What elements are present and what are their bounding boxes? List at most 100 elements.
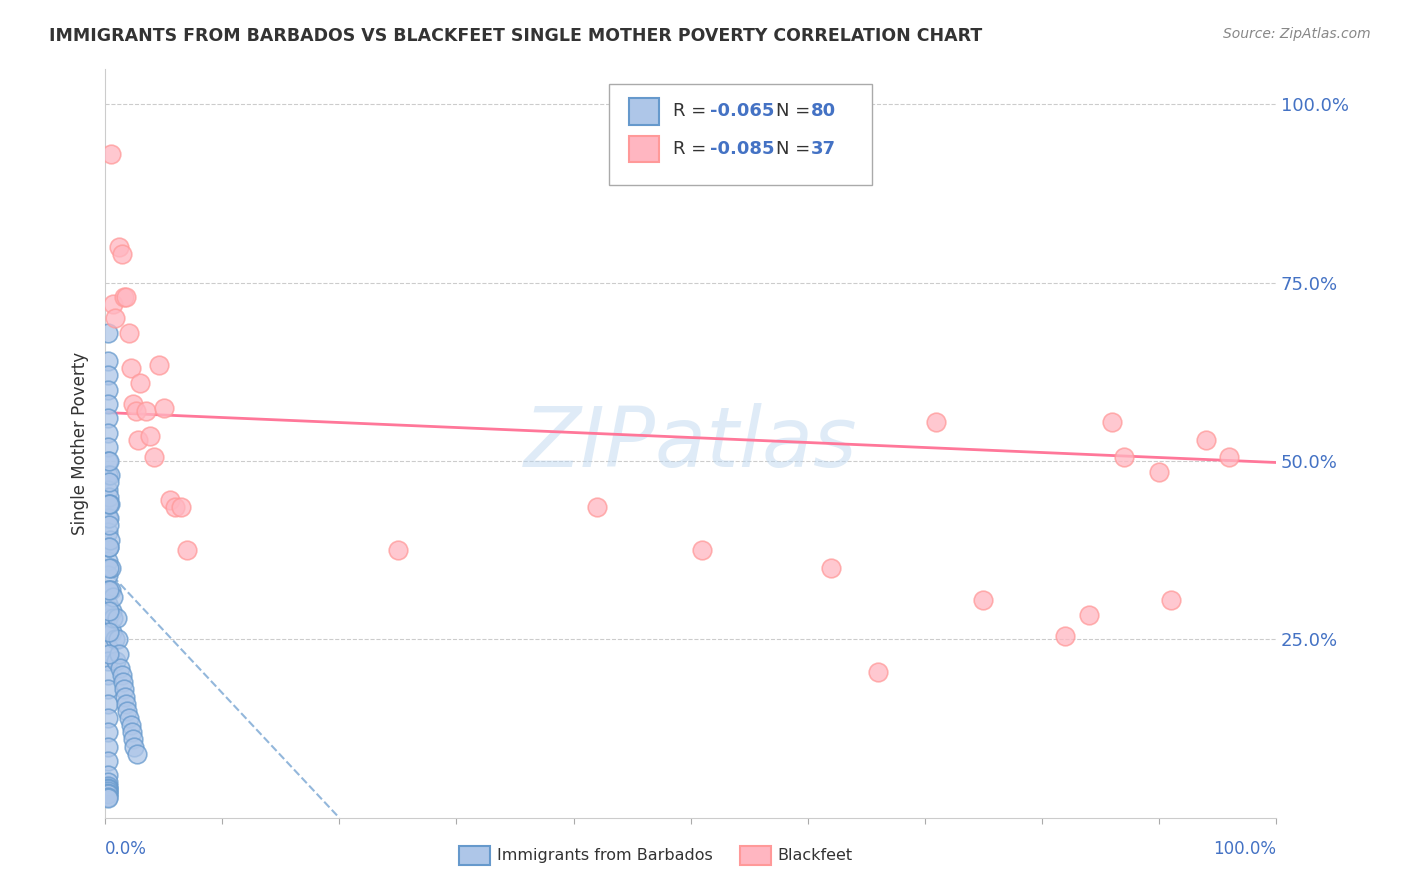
Point [96,711,118,725]
Text: N =: N = [776,103,815,120]
Point [96,525,118,540]
Point [96,354,118,368]
Point [97,497,120,511]
Point [96,697,118,711]
Point [97,475,120,490]
Point [176,543,198,558]
Point [122,732,145,747]
Point [97,490,120,504]
FancyBboxPatch shape [628,136,659,162]
Point [96,468,118,483]
Point [112,290,135,304]
Point [1218,450,1240,465]
Point [97,540,120,554]
Text: 0.0%: 0.0% [105,840,148,858]
Y-axis label: Single Mother Poverty: Single Mother Poverty [72,351,89,535]
Point [97,625,120,640]
Point [96,611,118,625]
Point [1101,415,1123,429]
Point [96,668,118,682]
Point [866,665,889,679]
Point [96,768,118,782]
Point [96,425,118,440]
Point [96,739,118,754]
Point [96,725,118,739]
Point [117,326,139,340]
Point [96,497,118,511]
Point [96,625,118,640]
FancyBboxPatch shape [609,84,872,185]
Point [96,775,118,789]
Point [98,533,121,547]
Point [97,647,120,661]
Point [820,561,842,575]
Point [103,632,125,647]
Point [690,543,713,558]
Point [152,401,174,415]
Point [97,582,120,597]
Point [103,590,125,604]
Point [100,561,122,575]
Point [96,397,118,411]
Point [96,786,118,800]
Point [159,493,181,508]
Text: Blackfeet: Blackfeet [778,848,853,863]
Point [98,497,121,511]
Point [96,568,118,582]
Point [129,376,152,390]
Point [101,604,124,618]
Point [121,725,143,739]
Point [103,297,125,311]
Text: 100.0%: 100.0% [1213,840,1277,858]
Text: R =: R = [673,103,711,120]
Text: N =: N = [776,140,815,158]
FancyBboxPatch shape [628,98,659,125]
Point [111,675,134,690]
Point [96,782,118,797]
Point [96,791,118,805]
Point [96,597,118,611]
Point [148,358,170,372]
Text: -0.085: -0.085 [710,140,775,158]
Text: 80: 80 [811,103,837,120]
Point [1147,465,1170,479]
Point [104,654,127,668]
Point [105,611,128,625]
Point [96,582,118,597]
Point [586,500,609,515]
Point [96,788,118,802]
Point [143,450,166,465]
Point [125,747,148,761]
Point [98,468,121,483]
Point [96,654,118,668]
Point [96,511,118,525]
Point [97,518,120,533]
Point [103,611,125,625]
Point [96,789,118,804]
Point [97,604,120,618]
Point [972,593,994,607]
Point [107,632,129,647]
Point [925,415,948,429]
Point [96,784,118,798]
Point [1112,450,1135,465]
Point [97,454,120,468]
Point [96,368,118,383]
Point [115,290,138,304]
Point [100,147,122,161]
Point [96,440,118,454]
Point [108,240,131,254]
Point [117,711,139,725]
Point [96,554,118,568]
Point [112,682,135,697]
Point [122,397,145,411]
Text: IMMIGRANTS FROM BARBADOS VS BLACKFEET SINGLE MOTHER POVERTY CORRELATION CHART: IMMIGRANTS FROM BARBADOS VS BLACKFEET SI… [49,27,983,45]
Point [114,690,136,704]
Point [96,682,118,697]
Point [96,640,118,654]
Point [96,454,118,468]
Point [1077,607,1099,622]
Point [124,739,146,754]
Point [115,697,138,711]
Point [103,311,125,326]
